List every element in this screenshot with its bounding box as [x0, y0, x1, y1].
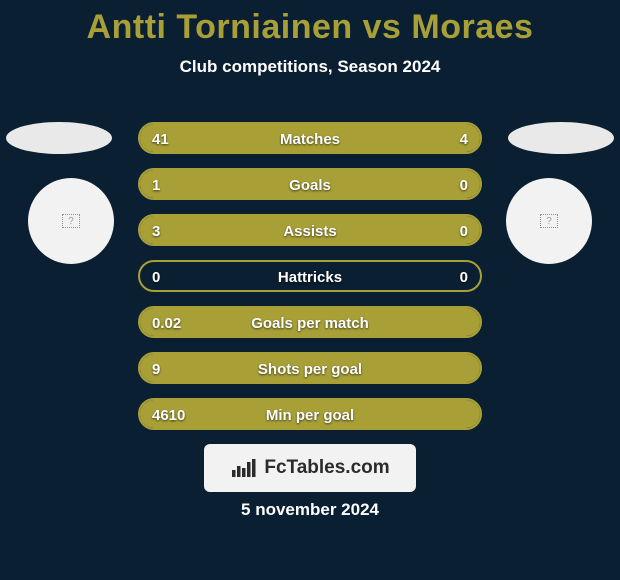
image-placeholder-icon: ?: [62, 214, 80, 228]
image-placeholder-icon: ?: [540, 214, 558, 228]
comparison-rows: 414Matches 10Goals 30Assists 00Hattricks 0.0…: [138, 122, 482, 444]
player-left-flag-oval: [6, 122, 112, 154]
stat-label: Assists: [140, 216, 480, 246]
player-right-avatar: ?: [506, 178, 592, 264]
date-label: 5 november 2024: [0, 500, 620, 520]
stat-row: 10Goals: [138, 168, 482, 200]
stat-label: Shots per goal: [140, 354, 480, 384]
stat-label: Goals: [140, 170, 480, 200]
stat-label: Goals per match: [140, 308, 480, 338]
logo-text: FcTables.com: [264, 457, 389, 479]
fctables-logo: FcTables.com: [204, 444, 416, 492]
stat-row: 414Matches: [138, 122, 482, 154]
stat-label: Hattricks: [140, 262, 480, 292]
stat-label: Min per goal: [140, 400, 480, 430]
bar-chart-icon: [230, 457, 258, 479]
stat-row: 4610Min per goal: [138, 398, 482, 430]
page-title: Antti Torniainen vs Moraes: [0, 0, 620, 47]
stat-row: 0.02Goals per match: [138, 306, 482, 338]
stat-row: 00Hattricks: [138, 260, 482, 292]
subtitle: Club competitions, Season 2024: [0, 57, 620, 77]
player-left-avatar: ?: [28, 178, 114, 264]
stat-row: 30Assists: [138, 214, 482, 246]
stat-label: Matches: [140, 124, 480, 154]
stat-row: 9Shots per goal: [138, 352, 482, 384]
player-right-flag-oval: [508, 122, 614, 154]
